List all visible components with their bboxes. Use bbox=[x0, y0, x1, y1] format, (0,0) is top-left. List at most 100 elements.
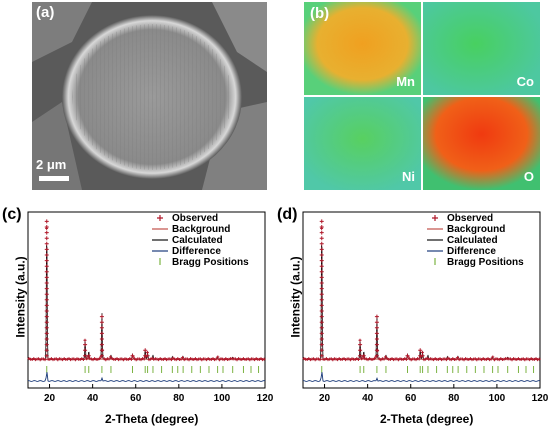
plot-d-observed-point bbox=[390, 357, 394, 361]
plot-c-observed-point bbox=[259, 357, 263, 361]
plot-d-observed-point bbox=[319, 337, 324, 341]
plot-c-observed-point bbox=[120, 357, 124, 361]
plot-c-chart: 20 40 60 80 100 120 ObservedBackgroundCalculat… bbox=[27, 211, 274, 404]
plot-d-observed-point bbox=[418, 348, 423, 353]
plot-c-observed-point bbox=[110, 357, 114, 361]
plot-c-observed-point bbox=[203, 357, 207, 361]
eds-maps-panel: (b) Mn Co bbox=[304, 2, 540, 190]
plot-c-observed-point bbox=[44, 281, 49, 285]
plot-c-observed-point bbox=[174, 358, 178, 362]
plot-d-observed-point bbox=[347, 357, 351, 361]
plot-c-observed-point bbox=[44, 314, 49, 319]
plot-d-legend-difference-label: Difference bbox=[447, 246, 496, 257]
plot-c-observed-point bbox=[181, 356, 185, 360]
plot-c-observed-point bbox=[99, 337, 104, 341]
plot-c-observed-point bbox=[86, 353, 91, 358]
plot-c-observed-point bbox=[43, 358, 47, 362]
plot-d-difference-line bbox=[303, 372, 541, 382]
plot-d-observed-point bbox=[319, 320, 324, 325]
plot-d-observed-point bbox=[358, 342, 363, 347]
plot-c-observed-point bbox=[149, 357, 153, 361]
plot-c-observed-point bbox=[168, 357, 172, 361]
plot-d-observed-point bbox=[319, 309, 324, 313]
mn-map: Mn bbox=[304, 2, 421, 95]
plot-c-observed-point bbox=[117, 358, 121, 362]
plot-c-observed-point bbox=[99, 331, 104, 336]
plot-d-observed-point bbox=[336, 358, 340, 362]
plot-d-observed-point bbox=[502, 357, 506, 361]
plot-c-observed-point bbox=[130, 353, 135, 358]
plot-c-observed-point bbox=[96, 357, 100, 361]
plot-c-observed-point bbox=[128, 357, 132, 361]
mn-map-label: Mn bbox=[396, 74, 415, 89]
plot-d-observed-point bbox=[312, 357, 316, 361]
plot-d-observed-point bbox=[384, 355, 388, 359]
plot-c-observed-point bbox=[44, 297, 49, 302]
plot-c-observed-point bbox=[213, 358, 217, 362]
plot-d-observed-point bbox=[405, 353, 410, 358]
plot-c-observed-point bbox=[241, 357, 245, 361]
plot-c-observed-point bbox=[145, 350, 149, 354]
plot-d-observed-point bbox=[305, 358, 309, 362]
plot-d-legend-background-label: Background bbox=[447, 224, 505, 235]
plot-d-observed-point bbox=[364, 357, 368, 361]
plot-d-observed-point bbox=[319, 314, 324, 319]
plot-c-observed-point bbox=[61, 358, 65, 362]
plot-d-observed-point bbox=[319, 353, 324, 358]
plot-d-observed-point bbox=[319, 247, 324, 252]
plot-c-observed-point bbox=[83, 353, 88, 358]
plot-c-observed-point bbox=[179, 357, 183, 361]
plot-c-observed-point bbox=[214, 357, 218, 361]
plot-d-observed-point bbox=[379, 358, 383, 362]
plot-c-observed-point bbox=[261, 358, 265, 362]
plot-c-observed-point bbox=[83, 348, 88, 353]
panel-a-label: (a) bbox=[36, 4, 55, 21]
plot-d-observed-point bbox=[464, 357, 468, 361]
plot-c-observed-point bbox=[129, 357, 133, 361]
plot-d-observed-point bbox=[319, 292, 324, 297]
plot-d-xlabel: 2-Theta (degree) bbox=[380, 412, 474, 426]
plot-d-observed-point bbox=[534, 357, 538, 361]
plot-d-observed-point bbox=[318, 358, 322, 362]
plot-c-observed-point bbox=[44, 348, 49, 353]
plot-d-observed-point bbox=[444, 358, 448, 362]
plot-c-observed-point bbox=[44, 230, 49, 235]
plot-d-observed-point bbox=[491, 355, 495, 359]
plot-c-observed-point bbox=[30, 358, 34, 362]
plot-c-observed-point bbox=[237, 357, 241, 361]
plot-c-observed-point bbox=[32, 357, 36, 361]
plot-c-observed-point bbox=[41, 357, 45, 361]
plot-c-observed-point bbox=[69, 358, 73, 362]
plot-c-observed-point bbox=[104, 358, 108, 362]
plot-c-observed-point bbox=[44, 309, 49, 313]
plot-c-observed-point bbox=[254, 357, 258, 361]
plot-d-observed-point bbox=[319, 303, 324, 308]
plot-d-observed-point bbox=[440, 358, 444, 362]
plot-c-observed-point bbox=[192, 357, 196, 361]
sem-image bbox=[32, 2, 267, 190]
plot-d-observed-point bbox=[499, 357, 503, 361]
plot-c-observed-point bbox=[169, 358, 173, 362]
plot-c-legend-difference-label: Difference bbox=[172, 246, 221, 257]
plot-d-observed-point bbox=[313, 358, 317, 362]
plot-d-observed-point bbox=[374, 348, 379, 353]
panel-b-label: (b) bbox=[310, 5, 330, 22]
plot-c-observed-point bbox=[222, 358, 226, 362]
o-map-image bbox=[423, 97, 540, 190]
plot-d-observed-point bbox=[526, 357, 530, 361]
plot-c-observed-point bbox=[163, 357, 167, 361]
plot-d-observed-point bbox=[512, 357, 516, 361]
plot-c-observed-point bbox=[139, 358, 143, 362]
plot-d-observed-point bbox=[449, 358, 453, 362]
plot-c-observed-point bbox=[44, 275, 49, 280]
mn-map-image bbox=[304, 2, 421, 95]
plot-c-observed-point bbox=[44, 303, 49, 308]
plot-d-observed-point bbox=[516, 357, 520, 361]
plot-c-observed-point bbox=[67, 357, 71, 361]
ni-map: Ni bbox=[304, 97, 421, 190]
plot-d-observed-point bbox=[319, 225, 324, 229]
plot-c-observed-point bbox=[44, 342, 49, 347]
plot-c-observed-point bbox=[27, 357, 31, 361]
plot-d-observed-point bbox=[307, 357, 311, 361]
panel-c-label: (c) bbox=[2, 206, 22, 223]
